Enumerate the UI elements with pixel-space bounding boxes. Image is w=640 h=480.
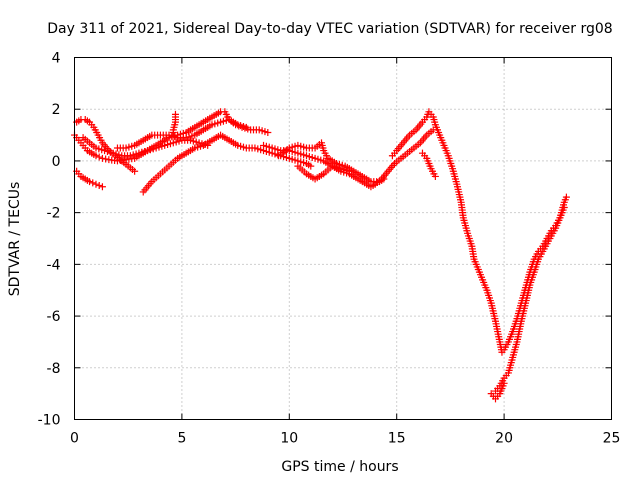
series-track-14 bbox=[487, 379, 508, 403]
data-marks bbox=[71, 108, 570, 403]
data-point bbox=[95, 181, 103, 189]
y-tick-label: -8 bbox=[47, 361, 61, 377]
x-tick-label: 5 bbox=[177, 431, 186, 447]
data-point bbox=[98, 154, 106, 162]
data-point bbox=[102, 155, 110, 163]
series-track-2 bbox=[73, 116, 139, 175]
data-point bbox=[345, 167, 353, 175]
series-track-6 bbox=[73, 167, 106, 191]
chart-title: Day 311 of 2021, Sidereal Day-to-day VTE… bbox=[47, 21, 612, 37]
y-tick-label: 4 bbox=[52, 51, 61, 67]
y-tick-label: -6 bbox=[47, 309, 61, 325]
series-track-3 bbox=[79, 134, 212, 160]
data-point bbox=[380, 175, 388, 183]
y-tick-label: -2 bbox=[47, 206, 61, 222]
y-tick-label: 2 bbox=[52, 102, 61, 118]
series-track-10 bbox=[294, 162, 353, 183]
data-point bbox=[307, 162, 315, 170]
data-point bbox=[500, 379, 508, 387]
plot-frame bbox=[74, 57, 612, 420]
data-point bbox=[95, 153, 103, 161]
x-tick-label: 15 bbox=[388, 431, 406, 447]
grid bbox=[74, 57, 612, 420]
y-tick-label: -10 bbox=[38, 413, 61, 429]
data-point bbox=[131, 167, 139, 175]
data-point bbox=[92, 180, 100, 188]
data-point bbox=[92, 152, 100, 160]
data-point bbox=[98, 183, 106, 191]
series-track-5 bbox=[139, 131, 315, 196]
series-track-7 bbox=[169, 110, 179, 139]
series-track-9 bbox=[275, 139, 388, 186]
y-tick-label: 0 bbox=[52, 154, 61, 170]
data-point bbox=[169, 131, 177, 139]
series-track-4 bbox=[113, 116, 250, 152]
series-track-13 bbox=[492, 193, 570, 395]
y-tick-label: -4 bbox=[47, 257, 61, 273]
x-axis-label: GPS time / hours bbox=[281, 459, 398, 475]
data-point bbox=[89, 179, 97, 187]
data-point bbox=[242, 123, 250, 131]
data-point bbox=[86, 178, 94, 186]
data-point bbox=[431, 172, 439, 180]
x-tick-label: 20 bbox=[495, 431, 513, 447]
series-track-8 bbox=[260, 126, 437, 191]
series-track-12 bbox=[418, 149, 439, 180]
data-point bbox=[562, 193, 570, 201]
x-tick-label: 10 bbox=[280, 431, 298, 447]
x-tick-label: 25 bbox=[603, 431, 621, 447]
x-tick-label: 0 bbox=[70, 431, 79, 447]
y-axis-label: SDTVAR / TECUs bbox=[7, 182, 23, 297]
data-point bbox=[264, 128, 272, 136]
